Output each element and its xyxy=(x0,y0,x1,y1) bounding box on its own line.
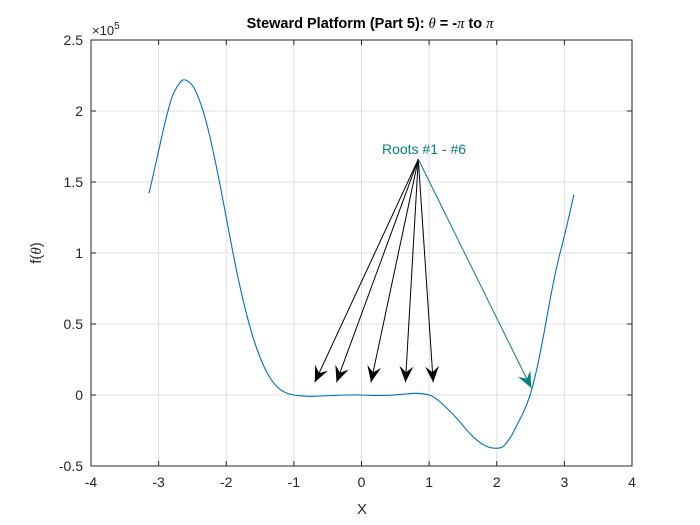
annotation-arrows xyxy=(314,159,532,389)
root-arrow-line xyxy=(417,159,434,383)
root-arrow-line xyxy=(417,159,532,389)
axis-ticks xyxy=(90,39,633,467)
series-line xyxy=(148,79,575,449)
y-tick-label: 1 xyxy=(75,245,83,261)
chart-title: Steward Platform (Part 5): θ = -π to π xyxy=(247,16,495,32)
root-arrow-line xyxy=(336,159,419,383)
root-arrow-line xyxy=(314,159,419,383)
root-arrow-line xyxy=(370,159,419,383)
x-tick-label: 2 xyxy=(493,474,501,490)
y-axis-label: f(θ) xyxy=(28,242,45,264)
y-exponent-label: ×105 xyxy=(92,21,120,38)
y-tick-label: 2.5 xyxy=(64,32,84,48)
data-series xyxy=(148,79,575,449)
arrow-head-icon xyxy=(367,365,382,383)
y-tick-label: 0.5 xyxy=(64,316,84,332)
x-tick-labels: -4 -3 -2 -1 0 1 2 3 4 xyxy=(85,474,636,490)
x-tick-label: -3 xyxy=(152,474,165,490)
y-tick-labels: -0.5 0 0.5 1 1.5 2 2.5 xyxy=(59,32,83,474)
x-tick-label: -1 xyxy=(288,474,301,490)
x-tick-label: -4 xyxy=(85,474,98,490)
y-tick-label: -0.5 xyxy=(59,458,83,474)
x-tick-label: 0 xyxy=(358,474,366,490)
arrow-head-icon xyxy=(314,364,328,383)
x-tick-label: 4 xyxy=(628,474,636,490)
y-tick-label: 1.5 xyxy=(64,174,84,190)
y-tick-label: 2 xyxy=(75,103,83,119)
root-arrow-line xyxy=(404,159,419,383)
arrow-head-icon xyxy=(425,365,440,383)
arrow-head-icon xyxy=(335,364,349,383)
x-axis-label: X xyxy=(357,501,367,518)
y-tick-label: 0 xyxy=(75,387,83,403)
roots-annotation-label: Roots #1 - #6 xyxy=(382,141,466,157)
x-tick-label: 3 xyxy=(560,474,568,490)
arrow-head-icon xyxy=(399,365,414,383)
x-tick-label: -2 xyxy=(220,474,233,490)
x-tick-label: 1 xyxy=(425,474,433,490)
arrow-head-icon xyxy=(517,370,532,388)
